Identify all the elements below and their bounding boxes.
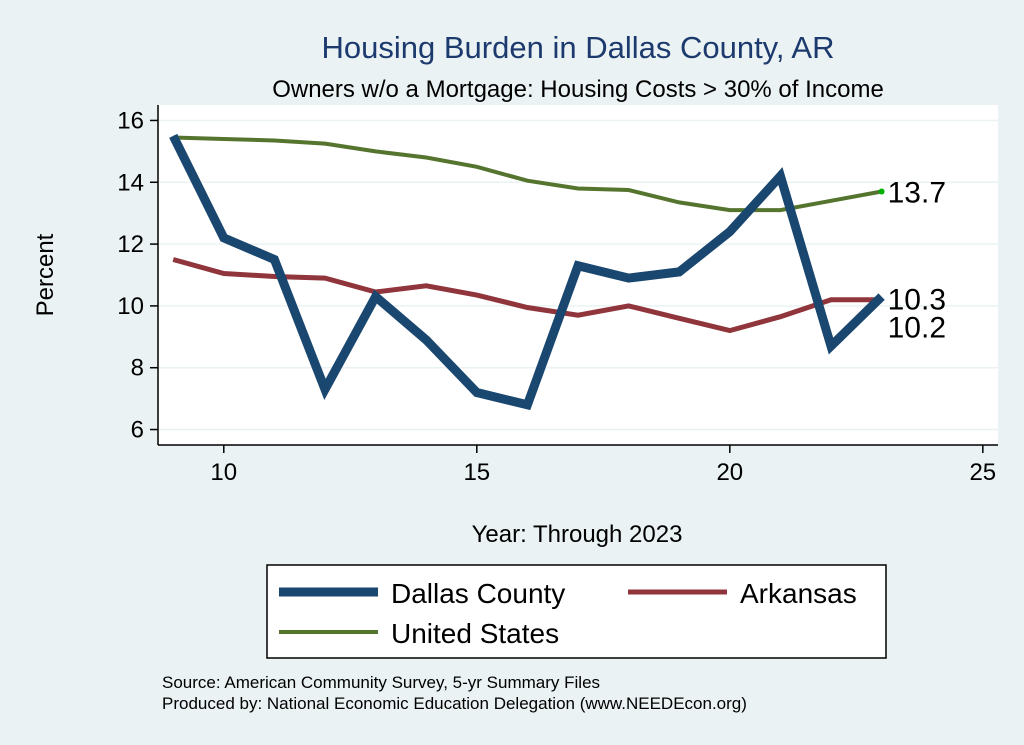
x-tick-label: 20 bbox=[716, 459, 743, 486]
legend-label-dallas-county: Dallas County bbox=[391, 578, 565, 609]
series-line-dallas-county bbox=[169, 133, 885, 411]
x-tick-label: 15 bbox=[463, 459, 490, 486]
legend: Dallas County Arkansas United States bbox=[266, 564, 887, 659]
y-tick-label: 12 bbox=[117, 231, 144, 258]
x-axis-label: Year: Through 2023 bbox=[472, 521, 683, 548]
series-end-marker-united-states bbox=[878, 188, 885, 195]
y-tick-label: 14 bbox=[117, 169, 144, 196]
chart-title: Housing Burden in Dallas County, AR bbox=[322, 30, 835, 65]
chart-subtitle: Owners w/o a Mortgage: Housing Costs > 3… bbox=[272, 76, 884, 103]
y-tick-label: 16 bbox=[117, 107, 144, 134]
series-lines bbox=[169, 133, 885, 411]
y-axis-label: Percent bbox=[32, 233, 59, 316]
y-tick-label: 10 bbox=[117, 293, 144, 320]
legend-label-arkansas: Arkansas bbox=[740, 578, 857, 609]
grid bbox=[158, 119, 998, 431]
end-label-arkansas: 10.2 bbox=[888, 312, 946, 345]
series-line-united-states bbox=[173, 135, 882, 213]
legend-box bbox=[266, 564, 887, 659]
axes: 6 8 10 12 14 16 10 15 20 25 bbox=[117, 105, 998, 486]
y-tick-label: 8 bbox=[131, 355, 144, 382]
producer-note: Produced by: National Economic Education… bbox=[162, 694, 747, 713]
end-label-united-states: 13.7 bbox=[888, 177, 946, 210]
legend-label-united-states: United States bbox=[391, 618, 559, 649]
y-tick-label: 6 bbox=[131, 417, 144, 444]
series-line-arkansas bbox=[172, 257, 882, 334]
source-note: Source: American Community Survey, 5-yr … bbox=[162, 673, 600, 692]
x-tick-label: 25 bbox=[969, 459, 996, 486]
end-label-dallas-county: 10.3 bbox=[888, 284, 946, 317]
x-tick-label: 10 bbox=[210, 459, 237, 486]
end-labels: 13.7 10.310.2 bbox=[888, 177, 946, 345]
